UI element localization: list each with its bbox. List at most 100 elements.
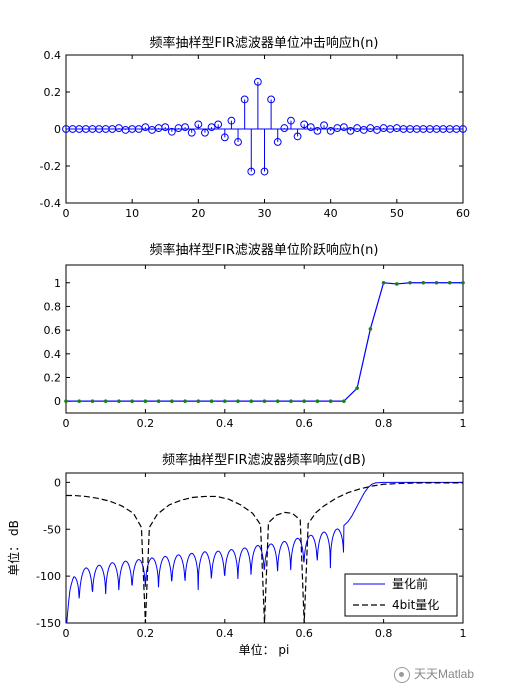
x-tick-label: 0.4: [216, 627, 234, 640]
step-marker: [342, 399, 346, 403]
step-marker: [236, 399, 240, 403]
step-marker: [90, 399, 95, 403]
y-tick-label: 0: [54, 395, 61, 408]
y-tick-label: -0.2: [40, 160, 61, 173]
stem-marker: [141, 123, 150, 132]
step-marker: [395, 282, 399, 286]
x-tick-label: 0.6: [295, 417, 313, 430]
series-quantized-before: [66, 481, 463, 624]
chart-title: 频率抽样型FIR滤波器单位冲击响应h(n): [150, 35, 379, 51]
step-marker: [368, 327, 373, 331]
stem-marker: [313, 126, 322, 135]
stem-marker: [201, 128, 209, 137]
stem-marker: [267, 95, 276, 104]
y-tick-label: 0.2: [44, 371, 62, 384]
watermark-text: 天天Matlab: [414, 667, 475, 681]
stem-marker: [287, 116, 295, 125]
axes-frame: [65, 264, 464, 414]
legend: 量化前 4bit量化: [344, 573, 458, 617]
stem-marker: [181, 123, 190, 132]
step-marker: [77, 399, 82, 403]
series-4bit: [66, 482, 463, 624]
x-tick-label: 0.8: [375, 627, 393, 640]
x-tick-label: 0: [63, 627, 70, 640]
y-tick-label: 0.2: [44, 86, 62, 99]
step-marker: [209, 399, 214, 403]
x-tick-label: 0.2: [137, 627, 155, 640]
stem-marker: [253, 77, 262, 86]
stem-marker: [340, 123, 348, 132]
x-tick-label: 0.2: [137, 417, 155, 430]
x-tick-label: 30: [258, 207, 272, 220]
stem-marker: [273, 138, 282, 146]
step-marker: [461, 280, 465, 285]
y-ticks: 0 -50 -100 -150: [36, 476, 463, 630]
y-tick-label: 0.6: [44, 324, 62, 337]
step-marker: [289, 399, 293, 403]
step-marker: [355, 386, 359, 390]
wechat-icon: [394, 666, 410, 683]
y-tick-label: 0: [54, 476, 61, 489]
stem-marker: [346, 126, 355, 135]
stem-marker: [240, 95, 249, 104]
x-tick-label: 40: [324, 207, 338, 220]
x-ticks: 0 10 20 30 40 50 60: [63, 55, 470, 220]
step-marker: [275, 399, 280, 403]
y-tick-label: 0.4: [44, 348, 62, 361]
y-tick-label: 0.8: [44, 300, 62, 313]
y-tick-label: 0.4: [44, 49, 62, 62]
stem-marker: [167, 127, 176, 136]
step-marker: [302, 399, 307, 403]
step-marker: [183, 399, 187, 403]
x-tick-label: 0.6: [295, 627, 313, 640]
stem-marker: [300, 120, 309, 129]
stem-marker: [194, 120, 203, 129]
stem-marker: [459, 125, 467, 133]
y-tick-label: -100: [36, 570, 61, 583]
step-marker: [143, 399, 148, 403]
stem-marker: [187, 128, 196, 137]
stem-marker: [234, 138, 242, 146]
legend-label-1: 量化前: [392, 576, 428, 591]
step-marker: [262, 399, 267, 403]
step-marker: [196, 399, 201, 403]
step-marker: [447, 280, 452, 285]
x-tick-label: 0.4: [216, 417, 234, 430]
y-axis-label: 单位： dB: [6, 520, 21, 576]
y-tick-label: -50: [43, 523, 61, 536]
stem-marker: [227, 116, 236, 125]
subplot-frequency-response: 频率抽样型FIR滤波器频率响应(dB) 单位： pi 单位： dB 0 0.2 0.…: [6, 452, 467, 657]
stem-marker: [247, 167, 256, 176]
y-tick-label: -150: [36, 617, 61, 630]
x-tick-label: 1: [460, 417, 467, 430]
stem-marker: [260, 167, 269, 176]
watermark: 天天Matlab: [394, 665, 474, 683]
step-marker: [130, 399, 134, 403]
stem-marks: [62, 77, 467, 176]
legend-box: [344, 573, 458, 617]
x-tick-label: 0.8: [375, 417, 393, 430]
legend-label-2: 4bit量化: [392, 598, 439, 612]
step-marker: [170, 399, 174, 403]
y-ticks: -0.4 -0.2 0 0.2 0.4: [40, 49, 463, 210]
step-marker: [223, 399, 227, 403]
chart-title: 频率抽样型FIR滤波器频率响应(dB): [162, 452, 366, 468]
stem-marker: [161, 123, 170, 132]
chart-title: 频率抽样型FIR滤波器单位阶跃响应h(n): [150, 242, 379, 258]
y-tick-label: -0.4: [40, 197, 61, 210]
step-marker: [117, 399, 121, 403]
x-tick-label: 0: [63, 417, 70, 430]
step-marker: [315, 399, 320, 403]
step-marker: [408, 280, 412, 285]
y-tick-label: 0: [54, 123, 61, 136]
step-marker: [64, 399, 68, 403]
x-tick-label: 10: [125, 207, 139, 220]
subplot-impulse-response: 频率抽样型FIR滤波器单位冲击响应h(n) 0 10 20 30 40 50 60 -0.4…: [40, 35, 470, 220]
step-marker: [328, 399, 333, 403]
stem-marker: [293, 132, 302, 141]
x-tick-label: 60: [456, 207, 470, 220]
stem-marker: [306, 123, 315, 132]
x-tick-label: 50: [390, 207, 404, 220]
x-ticks: 0 0.2 0.4 0.6 0.8 1: [63, 265, 467, 430]
x-ticks: 0 0.2 0.4 0.6 0.8 1: [63, 473, 467, 640]
